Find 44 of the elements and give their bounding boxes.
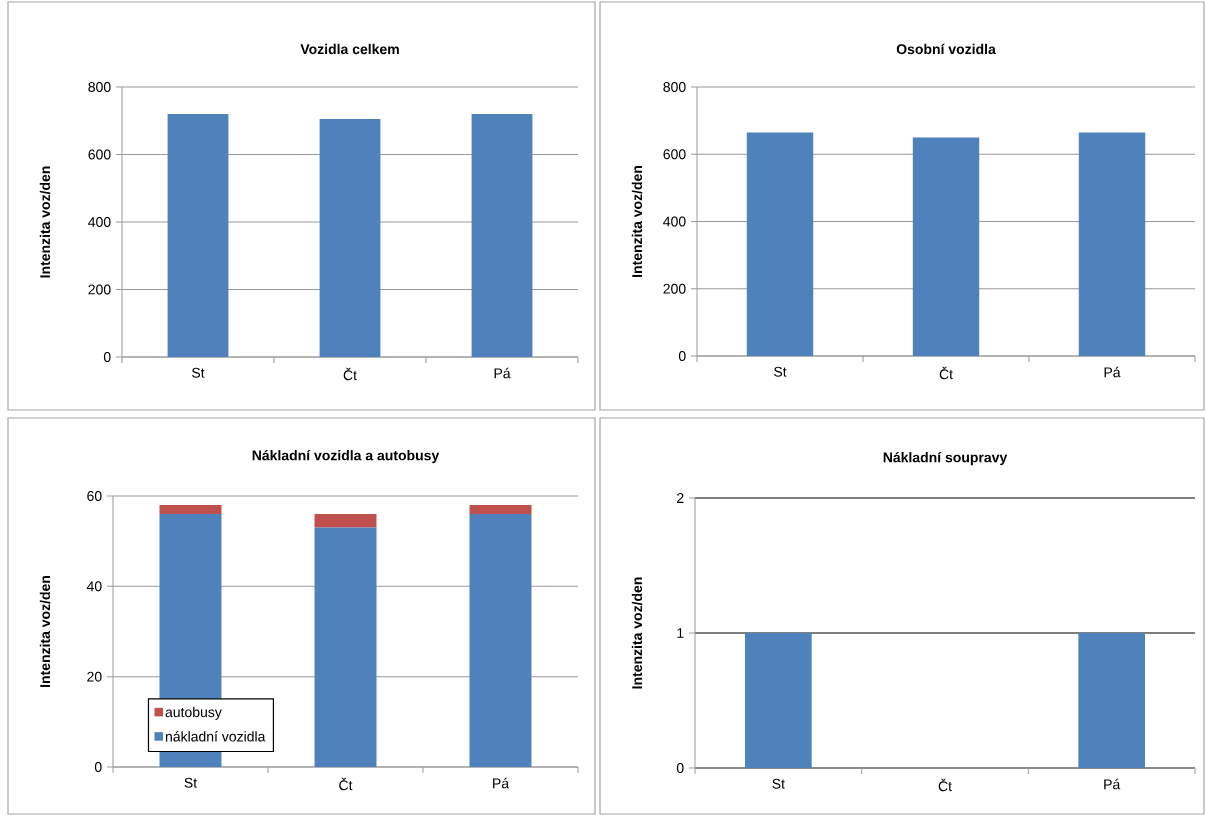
x-tick-label: Čt xyxy=(938,778,952,792)
chart-title: Vozidla celkem xyxy=(300,43,399,55)
y-tick-label: 800 xyxy=(88,82,111,92)
y-tick-label: 0 xyxy=(94,762,102,772)
y-tick-label: 200 xyxy=(88,284,111,295)
y-tick-label: 200 xyxy=(663,283,686,294)
y-tick-label: 40 xyxy=(86,581,102,592)
y-tick-label: 2 xyxy=(677,493,684,503)
y-tick-label: 600 xyxy=(663,149,686,160)
x-tick-label: Pá xyxy=(494,367,511,379)
bar xyxy=(469,505,532,515)
x-tick-label: St xyxy=(192,367,205,378)
y-tick-label: 0 xyxy=(678,351,686,361)
x-tick-label: Čt xyxy=(339,777,353,791)
x-tick-label: Pá xyxy=(1104,366,1121,378)
y-tick-label: 60 xyxy=(87,491,102,501)
x-tick-label: Pá xyxy=(493,777,510,789)
x-tick-label: St xyxy=(774,366,787,377)
y-tick-label: 600 xyxy=(88,149,111,160)
bar xyxy=(314,527,377,767)
y-tick-label: 400 xyxy=(663,216,686,227)
chart-title: Nákladní vozidla a autobusy xyxy=(252,449,440,464)
x-tick-label: Pá xyxy=(1104,778,1121,790)
y-tick-label: 20 xyxy=(87,671,102,682)
bar xyxy=(314,514,377,528)
x-tick-label: Čt xyxy=(343,367,357,381)
chart-title: Osobní vozidla xyxy=(896,43,996,55)
y-tick-label: 0 xyxy=(676,763,684,773)
y-axis-title: Intenzita voz/den xyxy=(631,165,643,277)
y-axis-title: Intenzita voz/den xyxy=(39,575,51,687)
y-tick-label: 800 xyxy=(663,82,686,92)
x-tick-label: Čt xyxy=(939,366,953,380)
legend-label: nákladní vozidla xyxy=(165,731,266,742)
y-axis-title: Intenzita voz/den xyxy=(39,166,51,278)
y-tick-label: 400 xyxy=(88,217,111,227)
legend-label: autobusy xyxy=(165,706,222,720)
x-tick-label: St xyxy=(184,777,198,788)
bar xyxy=(159,505,222,515)
y-axis-title: Intenzita voz/den xyxy=(631,577,643,689)
chart-title: Nákladní soupravy xyxy=(883,451,1008,466)
y-tick-label: 1 xyxy=(677,628,684,638)
x-tick-label: St xyxy=(772,778,785,789)
bar xyxy=(469,514,532,767)
y-tick-label: 0 xyxy=(103,352,111,362)
